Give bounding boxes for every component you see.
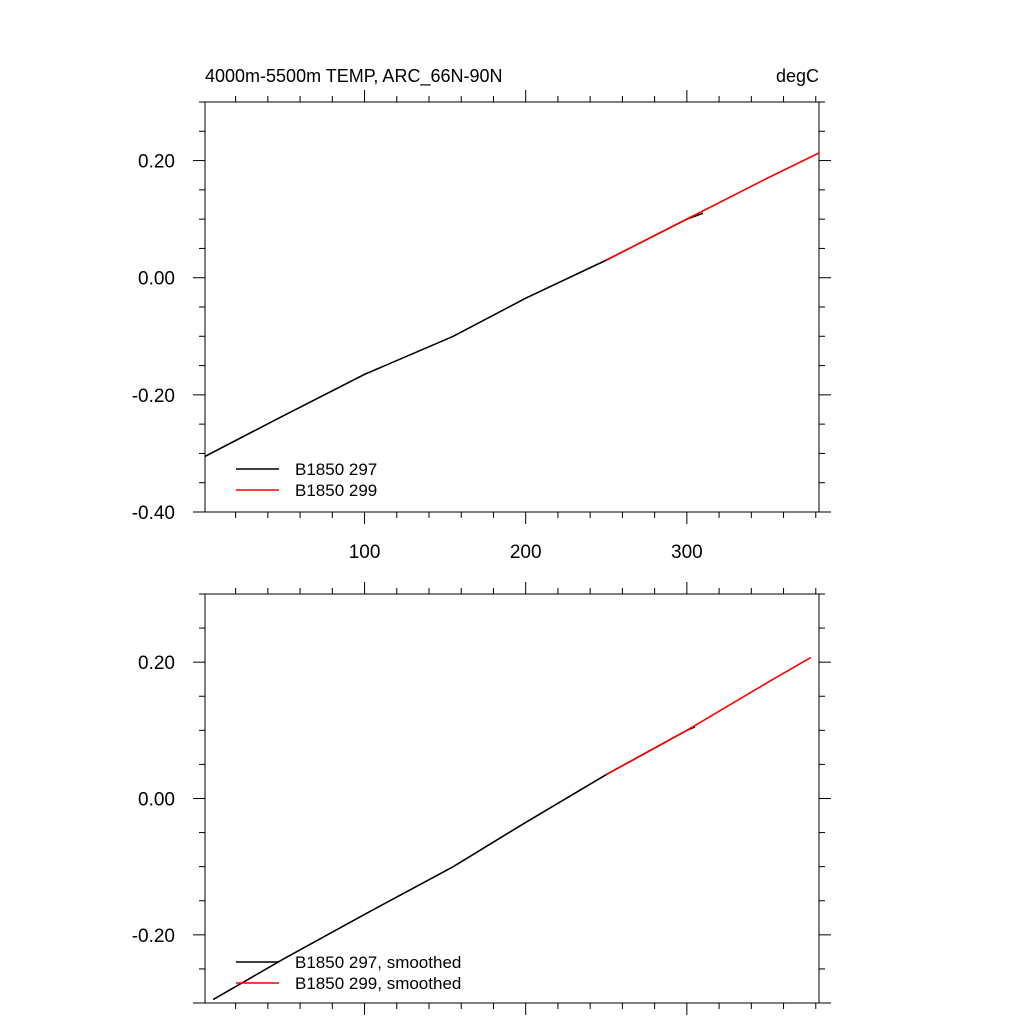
bottom-y-tick-label: 0.20 xyxy=(138,653,175,674)
top-panel: 100 200 300 -0.40 -0.20 0.00 0.20 B1850 297 B185… xyxy=(132,90,831,563)
top-y-tick-label: 0.20 xyxy=(138,152,175,173)
top-x-tick-label: 100 xyxy=(349,542,381,563)
chart-units: degC xyxy=(776,66,819,86)
bottom-legend-label-2: B1850 299, smoothed xyxy=(295,974,461,993)
bottom-panel: -0.20 0.00 0.20 B1850 297, smoothed B1850 29… xyxy=(132,582,831,1015)
bottom-series-line-2 xyxy=(605,656,812,776)
top-y-tick-label: 0.00 xyxy=(138,269,175,290)
top-y-tick-label: -0.20 xyxy=(132,386,175,407)
top-legend-label-1: B1850 297 xyxy=(295,460,377,479)
top-x-tick-label: 300 xyxy=(671,542,703,563)
bottom-series-group xyxy=(212,656,812,1001)
bottom-y-tick-label: -0.20 xyxy=(132,926,175,947)
bottom-legend-label-1: B1850 297, smoothed xyxy=(295,953,461,972)
bottom-plot-frame xyxy=(204,593,820,1004)
top-legend-label-2: B1850 299 xyxy=(295,481,377,500)
chart-title: 4000m-5500m TEMP, ARC_66N-90N xyxy=(205,66,502,87)
top-y-tick-label: -0.40 xyxy=(132,503,175,524)
top-series-line-2 xyxy=(605,152,819,261)
top-plot-frame xyxy=(204,101,820,513)
top-x-tick-label: 200 xyxy=(510,542,542,563)
bottom-y-tick-label: 0.00 xyxy=(138,790,175,811)
top-series-group xyxy=(205,152,819,458)
